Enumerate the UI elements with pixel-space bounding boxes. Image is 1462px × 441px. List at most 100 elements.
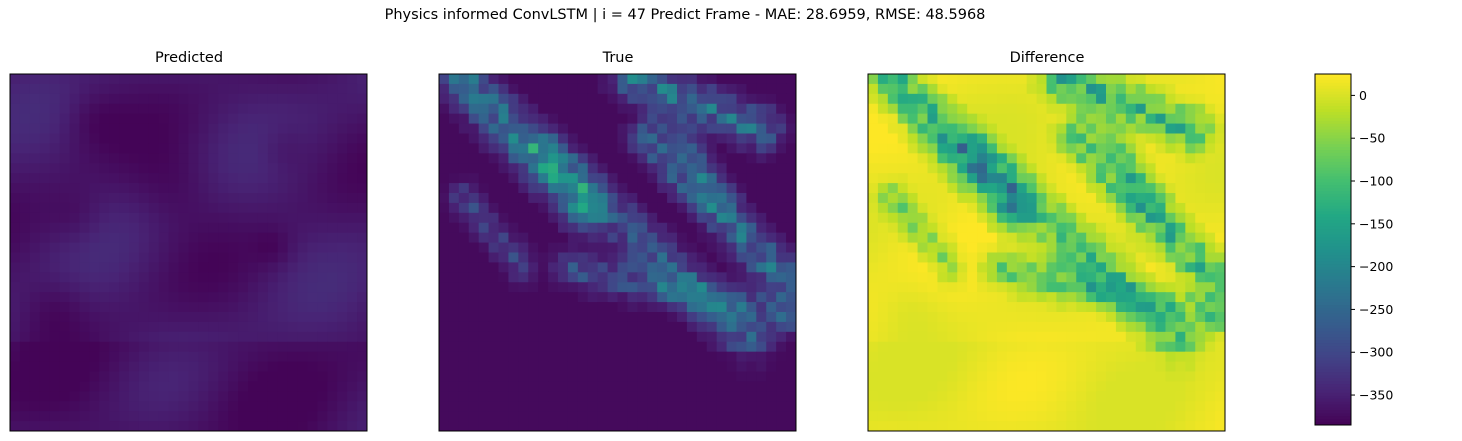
heatmap-cell <box>736 411 747 422</box>
heatmap-cell <box>1036 312 1047 323</box>
heatmap-cell <box>1125 411 1137 422</box>
heatmap-cell <box>248 421 259 432</box>
heatmap-cell <box>228 163 239 174</box>
heatmap-cell <box>129 401 140 412</box>
heatmap-cell <box>508 302 519 313</box>
heatmap-cell <box>647 331 658 343</box>
heatmap-cell <box>957 103 968 115</box>
heatmap-cell <box>538 282 549 293</box>
heatmap-cell <box>327 113 338 125</box>
heatmap-cell <box>439 401 450 412</box>
heatmap-cell <box>868 103 879 115</box>
colorbar-band <box>1315 234 1351 239</box>
heatmap-cell <box>786 302 797 313</box>
heatmap-cell <box>317 262 328 273</box>
heatmap-cell <box>1026 312 1038 323</box>
heatmap-cell <box>877 262 889 273</box>
heatmap-cell <box>198 391 209 402</box>
heatmap-cell <box>49 242 61 253</box>
heatmap-cell <box>677 351 688 363</box>
heatmap-cell <box>327 173 338 184</box>
heatmap-cell <box>158 212 170 224</box>
heatmap-cell <box>99 133 110 144</box>
heatmap-cell <box>119 242 130 253</box>
heatmap-cell <box>776 202 787 214</box>
heatmap-cell <box>488 93 499 105</box>
heatmap-cell <box>686 133 698 144</box>
heatmap-cell <box>776 282 787 293</box>
heatmap-cell <box>218 173 229 184</box>
heatmap-cell <box>686 103 698 115</box>
heatmap-cell <box>19 391 31 402</box>
heatmap-cell <box>478 252 490 263</box>
heatmap-cell <box>987 74 998 85</box>
heatmap-cell <box>1155 173 1166 184</box>
heatmap-cell <box>567 302 579 313</box>
heatmap-cell <box>716 341 728 353</box>
heatmap-cell <box>528 212 539 224</box>
heatmap-cell <box>267 133 279 144</box>
heatmap-cell <box>617 351 628 363</box>
heatmap-cell <box>716 173 728 184</box>
heatmap-cell <box>327 401 338 412</box>
heatmap-cell <box>1056 222 1067 234</box>
heatmap-cell <box>138 401 150 412</box>
heatmap-cell <box>1185 321 1196 333</box>
heatmap-cell <box>667 232 678 244</box>
colorbar-band <box>1315 193 1351 198</box>
heatmap-cell <box>1195 202 1206 214</box>
heatmap-cell <box>887 421 899 432</box>
heatmap-cell <box>716 282 728 293</box>
heatmap-cell <box>208 232 219 244</box>
heatmap-cell <box>937 74 948 85</box>
heatmap-cell <box>119 103 130 115</box>
heatmap-cell <box>597 371 609 382</box>
heatmap-cell <box>307 212 318 224</box>
heatmap-cell <box>1086 232 1097 244</box>
heatmap-cell <box>696 74 708 85</box>
heatmap-cell <box>1155 292 1166 303</box>
heatmap-cell <box>756 113 767 125</box>
heatmap-cell <box>138 321 150 333</box>
heatmap-cell <box>327 123 338 134</box>
heatmap-cell <box>1175 183 1186 194</box>
heatmap-cell <box>347 222 358 234</box>
heatmap-cell <box>677 153 688 164</box>
heatmap-cell <box>287 222 299 234</box>
heatmap-cell <box>657 202 668 214</box>
heatmap-cell <box>59 83 70 95</box>
heatmap-cell <box>1086 262 1097 273</box>
heatmap-cell <box>996 401 1008 412</box>
heatmap-cell <box>508 292 519 303</box>
heatmap-cell <box>138 341 150 353</box>
heatmap-cell <box>897 292 909 303</box>
colorbar-band <box>1315 299 1351 303</box>
heatmap-cell <box>1086 113 1097 125</box>
heatmap-cell <box>736 173 747 184</box>
heatmap-cell <box>357 381 368 392</box>
heatmap-cell <box>1046 341 1057 353</box>
heatmap-cell <box>59 321 70 333</box>
colorbar-band <box>1315 284 1351 289</box>
heatmap-cell <box>1036 143 1047 154</box>
heatmap-cell <box>208 163 219 174</box>
heatmap-cell <box>468 153 480 164</box>
heatmap-cell <box>696 83 708 95</box>
heatmap-cell <box>617 153 628 164</box>
heatmap-cell <box>1036 153 1047 164</box>
heatmap-cell <box>957 212 968 224</box>
heatmap-cell <box>627 292 638 303</box>
heatmap-cell <box>1106 282 1117 293</box>
heatmap-cell <box>448 232 460 244</box>
heatmap-cell <box>756 74 767 85</box>
heatmap-cell <box>69 83 80 95</box>
heatmap-cell <box>907 74 919 85</box>
colorbar-band <box>1315 191 1351 195</box>
colorbar-band <box>1315 179 1351 183</box>
heatmap-cell <box>617 381 628 392</box>
heatmap-cell <box>148 74 160 85</box>
heatmap-cell <box>1215 292 1226 303</box>
heatmap-cell <box>478 292 490 303</box>
heatmap-cell <box>766 103 777 115</box>
heatmap-cell <box>1195 262 1206 273</box>
